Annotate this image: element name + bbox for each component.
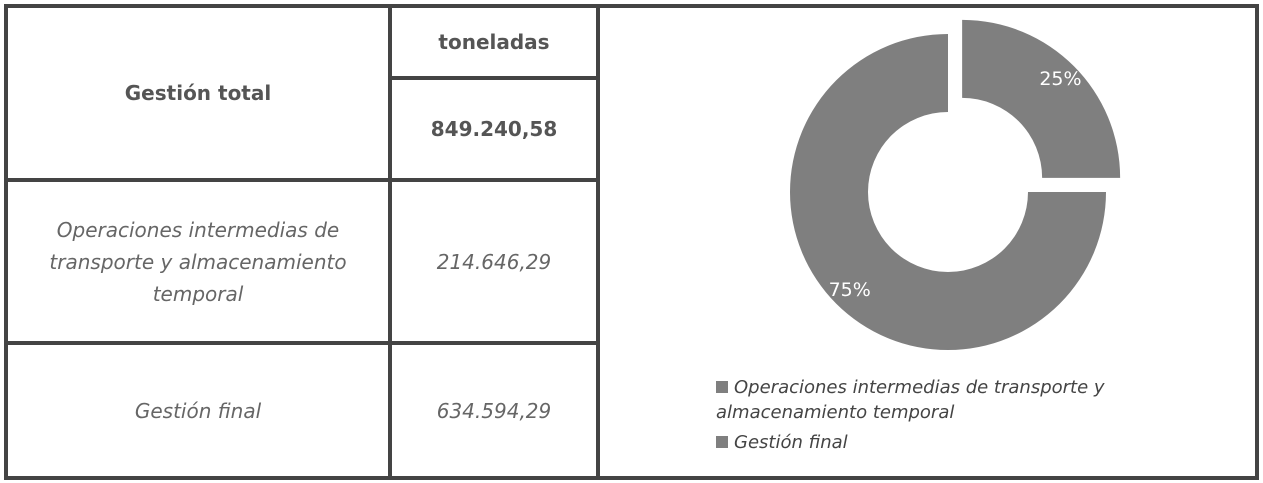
- legend-entry: Gestión final: [716, 430, 1176, 455]
- legend-label: Operaciones intermedias de transporte y …: [716, 377, 1105, 424]
- data-label: 75%: [829, 279, 871, 301]
- legend-swatch: [716, 381, 728, 393]
- legend-label: Gestión final: [734, 432, 848, 453]
- legend-entry: Operaciones intermedias de transporte y …: [716, 375, 1176, 425]
- donut-slice: [962, 19, 1121, 178]
- data-label: 25%: [1039, 68, 1081, 90]
- chart-frame: [596, 4, 1259, 480]
- donut-slice: [790, 34, 1106, 350]
- legend-swatch: [716, 436, 728, 448]
